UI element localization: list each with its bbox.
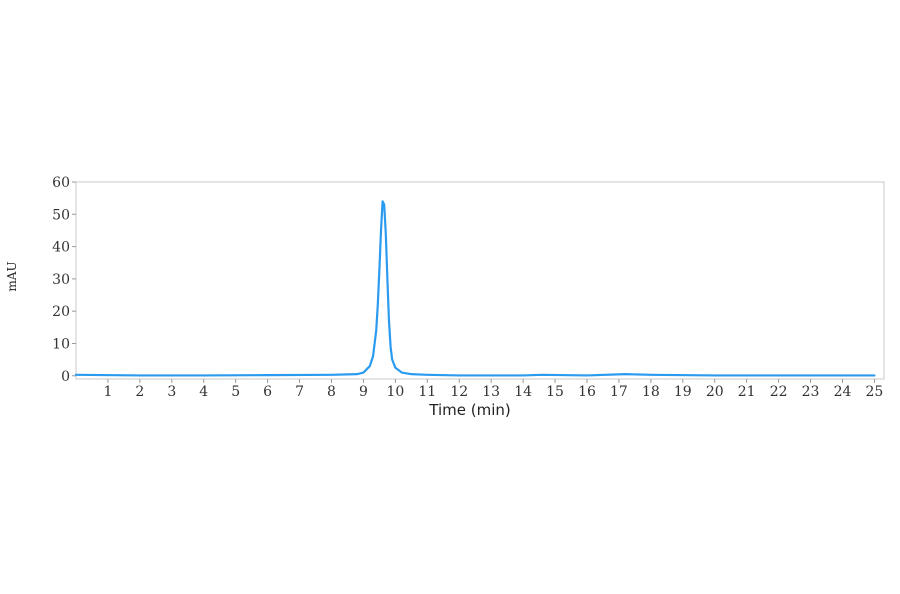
x-tick-label: 24 (834, 384, 852, 400)
x-tick-label: 18 (642, 384, 660, 400)
x-tick-label: 13 (482, 384, 500, 400)
x-tick-label: 8 (327, 384, 336, 400)
x-tick-label: 7 (295, 384, 304, 400)
x-tick-label: 15 (546, 384, 564, 400)
x-tick-label: 3 (167, 384, 176, 400)
x-tick-label: 5 (231, 384, 240, 400)
x-tick-label: 17 (610, 384, 628, 400)
x-tick-label: 25 (866, 384, 884, 400)
x-tick-label: 11 (418, 384, 436, 400)
y-axis: 0 10 20 30 40 50 60 (52, 175, 76, 385)
x-axis-title: Time (min) (428, 401, 510, 419)
x-tick-label: 2 (135, 384, 144, 400)
x-tick-label: 16 (578, 384, 596, 400)
plot-frame (75, 181, 885, 380)
x-tick-label: 4 (199, 384, 208, 400)
chromatogram-trace (74, 200, 876, 377)
y-tick-label: 40 (52, 240, 70, 256)
y-tick-label: 50 (52, 207, 70, 223)
x-tick-label: 22 (770, 384, 788, 400)
y-tick-label: 0 (61, 369, 70, 385)
y-tick-label: 10 (52, 336, 70, 352)
x-tick-label: 9 (359, 384, 368, 400)
x-tick-label: 21 (738, 384, 756, 400)
y-tick-label: 20 (52, 304, 70, 320)
x-tick-label: 20 (706, 384, 724, 400)
y-axis-title: mAU (5, 261, 19, 291)
x-tick-label: 6 (263, 384, 272, 400)
x-axis: 1 2 3 4 5 6 7 8 9 10 11 12 13 14 15 16 17 18 19 20 21 22 23 24 2… (103, 379, 883, 400)
x-tick-label: 19 (674, 384, 692, 400)
x-tick-label: 14 (514, 384, 532, 400)
x-tick-label: 1 (103, 384, 112, 400)
y-tick-label: 30 (52, 272, 70, 288)
x-tick-label: 12 (450, 384, 468, 400)
x-tick-label: 23 (802, 384, 820, 400)
x-tick-label: 10 (386, 384, 404, 400)
y-tick-label: 60 (52, 175, 70, 191)
